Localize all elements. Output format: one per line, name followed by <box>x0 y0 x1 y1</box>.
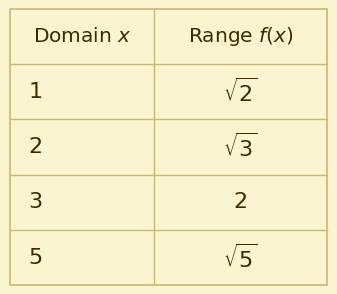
Text: Domain $x$: Domain $x$ <box>33 27 131 46</box>
Text: $\sqrt{5}$: $\sqrt{5}$ <box>223 243 258 272</box>
Text: Range $f(x)$: Range $f(x)$ <box>188 25 294 48</box>
Text: 2: 2 <box>234 192 248 212</box>
Text: 3: 3 <box>29 192 43 212</box>
Text: $\sqrt{3}$: $\sqrt{3}$ <box>223 133 258 161</box>
Text: 2: 2 <box>29 137 43 157</box>
Text: 5: 5 <box>29 248 43 268</box>
Text: 1: 1 <box>29 82 43 102</box>
Text: $\sqrt{2}$: $\sqrt{2}$ <box>223 78 258 106</box>
